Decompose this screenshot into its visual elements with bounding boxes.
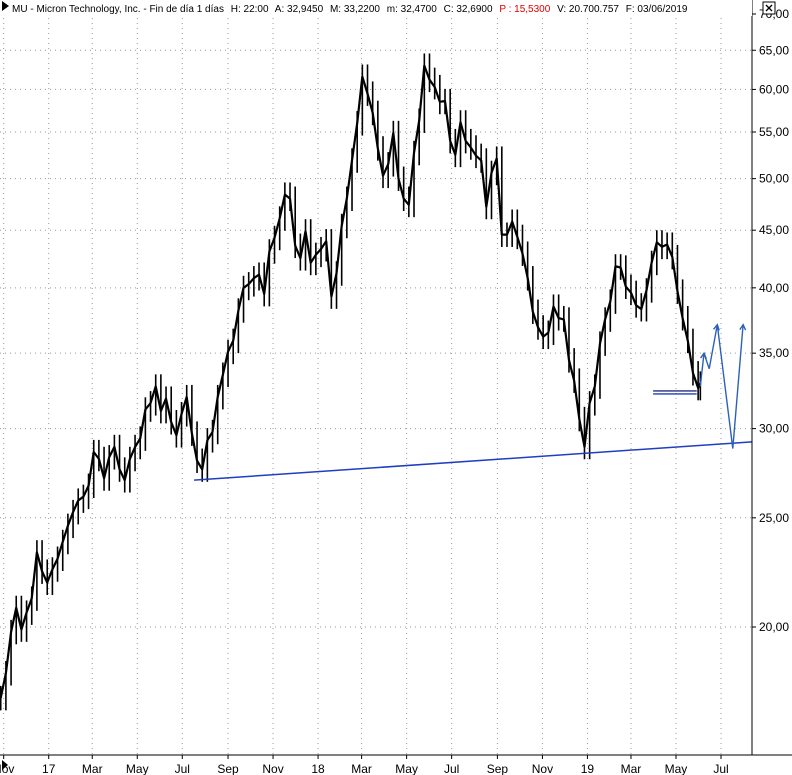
x-tick-label: Mar	[351, 762, 372, 775]
header-change: P : 15,5300	[499, 4, 550, 15]
projection-arrowhead	[739, 323, 747, 331]
header-date: F: 03/06/2019	[626, 4, 688, 15]
header-bar	[0, 0, 752, 16]
projection-arrowhead	[712, 323, 720, 331]
y-axis: 20,00 25,00 30,00 35,00 40,00 45,00 50,00 55,00…	[752, 7, 789, 634]
header-volume: V: 20.700.757	[557, 4, 619, 15]
support-trendline[interactable]	[194, 441, 753, 481]
scroll-left-arrow-icon[interactable]	[2, 1, 9, 11]
header-high: M: 33,2200	[330, 4, 380, 15]
scroll-left-arrow-bottom-icon[interactable]	[2, 760, 8, 770]
header-time: H: 22:00	[231, 4, 269, 15]
x-tick-label: Mar	[82, 762, 103, 775]
y-tick-label: 20,00	[759, 620, 789, 634]
x-tick-label: 17	[42, 762, 56, 775]
price-layer	[0, 53, 702, 711]
x-tick-label: May	[395, 762, 418, 775]
header-close: C: 32,6900	[444, 4, 493, 15]
x-tick-label: Jul	[175, 762, 190, 775]
close-icon[interactable]	[762, 1, 776, 15]
y-tick-label: 55,00	[759, 125, 789, 139]
x-tick-label: Mar	[621, 762, 642, 775]
x-tick-label: Jul	[444, 762, 459, 775]
header-title: MU - Micron Technology, Inc. - Fin de dí…	[12, 4, 224, 15]
y-tick-label: 60,00	[759, 82, 789, 96]
header-open: A: 32,9450	[275, 4, 324, 15]
projection-path[interactable]	[699, 324, 744, 449]
x-tick-label: Nov	[532, 762, 553, 775]
x-tick-label: 19	[581, 762, 595, 775]
y-tick-label: 30,00	[759, 422, 789, 436]
projection-arrowhead	[700, 351, 707, 359]
y-tick-label: 25,00	[759, 511, 789, 525]
x-tick-label: Jul	[713, 762, 728, 775]
annotation-layer	[194, 323, 753, 481]
y-tick-label: 45,00	[759, 223, 789, 237]
y-tick-label: 40,00	[759, 281, 789, 295]
header-low: m: 32,4700	[387, 4, 437, 15]
x-tick-label: Nov	[262, 762, 283, 775]
x-tick-label: Sep	[487, 762, 509, 775]
header-text: MU - Micron Technology, Inc. - Fin de dí…	[12, 4, 688, 15]
y-tick-label: 50,00	[759, 172, 789, 186]
x-tick-label: 18	[311, 762, 325, 775]
x-tick-label: May	[126, 762, 149, 775]
x-axis: Nov17MarMayJulSepNov18MarMayJulSepNov19M…	[0, 755, 729, 775]
x-tick-label: Sep	[217, 762, 239, 775]
y-tick-label: 65,00	[759, 43, 789, 57]
x-tick-label: May	[665, 762, 688, 775]
y-tick-label: 35,00	[759, 346, 789, 360]
